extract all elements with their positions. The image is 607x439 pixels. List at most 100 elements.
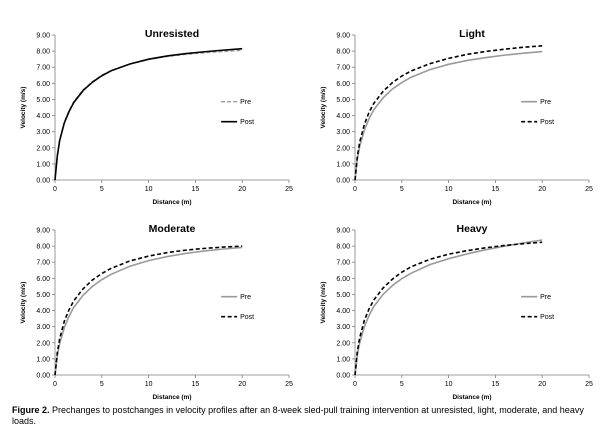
y-tick-label: 7.00 xyxy=(36,260,50,267)
y-tick-label: 1.00 xyxy=(336,161,350,168)
series-line-pre xyxy=(354,239,543,376)
y-tick-label: 2.00 xyxy=(336,145,350,152)
chart-title: Heavy xyxy=(457,223,488,235)
y-tick-label: 5.00 xyxy=(36,292,50,299)
x-axis-label: Distance (m) xyxy=(452,199,491,206)
x-tick-label: 0 xyxy=(353,381,357,388)
chart-panel-unresisted: 0.00 1.00 2.00 3.00 4.00 5.00 6.00 7.00 8.00 9.00… xyxy=(0,20,300,220)
y-tick-label: 1.00 xyxy=(336,356,350,363)
figure-caption-text: Prechanges to postchanges in velocity pr… xyxy=(12,405,584,426)
legend-label-pre: Pre xyxy=(540,294,551,301)
y-tick-label: 8.00 xyxy=(336,49,350,56)
y-tick-label: 0.00 xyxy=(36,373,50,380)
series-line-pre xyxy=(54,49,243,181)
legend-label-post: Post xyxy=(540,314,554,321)
series-line-pre xyxy=(54,246,243,376)
x-axis-label: Distance (m) xyxy=(152,394,191,401)
y-tick-label: 9.00 xyxy=(336,33,350,40)
series-line-post xyxy=(54,47,243,181)
x-tick-label: 20 xyxy=(538,381,546,388)
y-tick-label: 1.00 xyxy=(36,161,50,168)
x-tick-label: 10 xyxy=(445,186,453,193)
legend-label-post: Post xyxy=(240,119,254,126)
figure-caption: Figure 2. Prechanges to postchanges in v… xyxy=(12,405,597,427)
y-tick-label: 4.00 xyxy=(336,113,350,120)
x-tick-label: 0 xyxy=(353,186,357,193)
y-tick-label: 2.00 xyxy=(36,340,50,347)
y-tick-label: 0.00 xyxy=(336,373,350,380)
y-tick-label: 7.00 xyxy=(336,65,350,72)
y-tick-label: 2.00 xyxy=(36,145,50,152)
x-tick-label: 15 xyxy=(492,381,500,388)
x-tick-label: 10 xyxy=(145,186,153,193)
x-tick-label: 20 xyxy=(538,186,546,193)
y-tick-label: 8.00 xyxy=(336,244,350,251)
chart-title: Light xyxy=(459,28,485,40)
y-tick-label: 9.00 xyxy=(336,228,350,235)
y-tick-label: 6.00 xyxy=(336,276,350,283)
y-tick-label: 9.00 xyxy=(36,228,50,235)
x-tick-label: 5 xyxy=(400,381,404,388)
x-tick-label: 25 xyxy=(585,381,593,388)
legend-label-pre: Pre xyxy=(240,99,251,106)
chart-svg-moderate: 0.00 1.00 2.00 3.00 4.00 5.00 6.00 7.00 8.00 9.00… xyxy=(20,223,293,401)
x-axis-label: Distance (m) xyxy=(152,199,191,206)
series-line-post xyxy=(354,44,543,181)
legend-label-pre: Pre xyxy=(540,99,551,106)
y-tick-label: 4.00 xyxy=(336,308,350,315)
x-tick-label: 10 xyxy=(445,381,453,388)
y-tick-label: 1.00 xyxy=(36,356,50,363)
y-tick-label: 5.00 xyxy=(36,97,50,104)
legend-label-post: Post xyxy=(540,119,554,126)
chart-svg-unresisted: 0.00 1.00 2.00 3.00 4.00 5.00 6.00 7.00 8.00 9.00… xyxy=(20,28,293,206)
y-tick-label: 4.00 xyxy=(36,113,50,120)
y-axis-label: Velocity (m/s) xyxy=(320,87,327,129)
y-tick-label: 3.00 xyxy=(36,324,50,331)
y-tick-label: 3.00 xyxy=(336,129,350,136)
chart-panel-moderate: 0.00 1.00 2.00 3.00 4.00 5.00 6.00 7.00 8.00 9.00… xyxy=(0,215,300,415)
y-tick-label: 6.00 xyxy=(336,81,350,88)
y-axis-label: Velocity (m/s) xyxy=(320,282,327,324)
figure-caption-label: Figure 2. xyxy=(12,405,50,415)
x-tick-label: 20 xyxy=(238,186,246,193)
chart-title: Moderate xyxy=(149,223,196,235)
y-axis-label: Velocity (m/s) xyxy=(20,282,27,324)
y-tick-label: 3.00 xyxy=(336,324,350,331)
x-tick-label: 5 xyxy=(100,381,104,388)
y-tick-label: 0.00 xyxy=(336,178,350,185)
y-tick-label: 8.00 xyxy=(36,49,50,56)
x-tick-label: 25 xyxy=(585,186,593,193)
x-tick-label: 15 xyxy=(192,381,200,388)
chart-panel-light: 0.00 1.00 2.00 3.00 4.00 5.00 6.00 7.00 8.00 9.00… xyxy=(300,20,600,220)
y-tick-label: 6.00 xyxy=(36,81,50,88)
x-tick-label: 15 xyxy=(492,186,500,193)
x-tick-label: 5 xyxy=(400,186,404,193)
series-line-post xyxy=(54,245,243,376)
y-tick-label: 3.00 xyxy=(36,129,50,136)
x-axis-label: Distance (m) xyxy=(452,394,491,401)
y-tick-label: 0.00 xyxy=(36,178,50,185)
x-tick-label: 10 xyxy=(145,381,153,388)
chart-panel-heavy: 0.00 1.00 2.00 3.00 4.00 5.00 6.00 7.00 8.00 9.00… xyxy=(300,215,600,415)
x-tick-label: 0 xyxy=(53,186,57,193)
y-tick-label: 9.00 xyxy=(36,33,50,40)
chart-svg-heavy: 0.00 1.00 2.00 3.00 4.00 5.00 6.00 7.00 8.00 9.00… xyxy=(320,223,593,401)
x-tick-label: 25 xyxy=(285,186,293,193)
x-tick-label: 15 xyxy=(192,186,200,193)
x-tick-label: 20 xyxy=(238,381,246,388)
y-tick-label: 8.00 xyxy=(36,244,50,251)
x-tick-label: 25 xyxy=(285,381,293,388)
y-tick-label: 2.00 xyxy=(336,340,350,347)
x-tick-label: 5 xyxy=(100,186,104,193)
y-tick-label: 7.00 xyxy=(336,260,350,267)
chart-svg-light: 0.00 1.00 2.00 3.00 4.00 5.00 6.00 7.00 8.00 9.00… xyxy=(320,28,593,206)
y-tick-label: 5.00 xyxy=(336,97,350,104)
x-tick-label: 0 xyxy=(53,381,57,388)
chart-title: Unresisted xyxy=(145,28,199,40)
legend-label-post: Post xyxy=(240,314,254,321)
y-axis-label: Velocity (m/s) xyxy=(20,87,27,129)
y-tick-label: 5.00 xyxy=(336,292,350,299)
y-tick-label: 4.00 xyxy=(36,308,50,315)
y-tick-label: 6.00 xyxy=(36,276,50,283)
legend-label-pre: Pre xyxy=(240,294,251,301)
